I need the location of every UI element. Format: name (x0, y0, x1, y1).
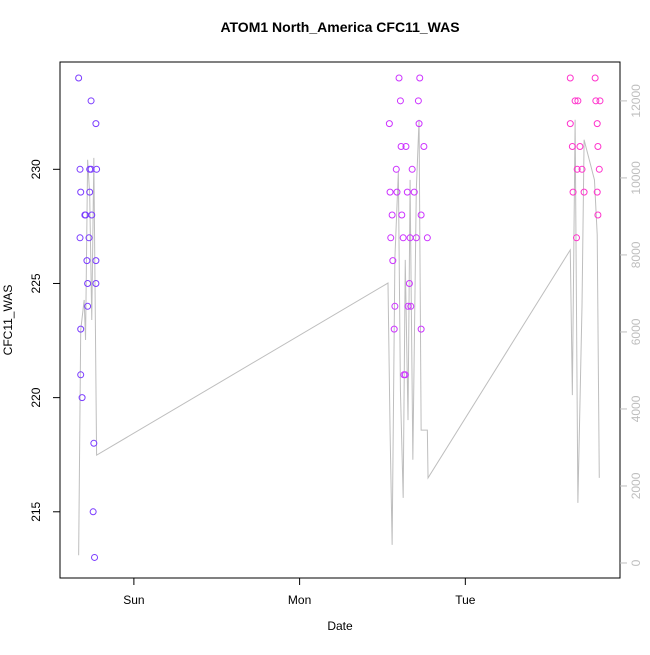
point (573, 165, 581, 173)
point (86, 165, 94, 173)
point (387, 234, 395, 242)
point (566, 120, 574, 128)
y-tick-label: 225 (29, 273, 43, 293)
point (423, 234, 431, 242)
point (594, 211, 602, 219)
point (595, 165, 603, 173)
point (77, 325, 85, 333)
point (593, 188, 601, 196)
altitude-line (78, 119, 600, 556)
point (397, 142, 405, 150)
point (410, 188, 418, 196)
point (92, 279, 100, 287)
point (83, 257, 91, 265)
point (86, 188, 94, 196)
point (574, 97, 582, 105)
point (566, 74, 574, 82)
point (596, 97, 604, 105)
point (78, 394, 86, 402)
y-tick-label: 215 (29, 501, 43, 521)
point (76, 165, 84, 173)
point (571, 97, 579, 105)
point (85, 234, 93, 242)
point (91, 553, 99, 561)
point (82, 211, 90, 219)
point (402, 142, 410, 150)
point (396, 97, 404, 105)
y2-tick-label: 2000 (629, 472, 643, 499)
point (405, 279, 413, 287)
x-tick-label: Tue (455, 593, 476, 607)
x-axis-label: Date (327, 619, 353, 633)
point (578, 165, 586, 173)
y2-tick-label: 10000 (629, 161, 643, 195)
point (84, 279, 92, 287)
point (593, 120, 601, 128)
y-axis-label: CFC11_WAS (1, 285, 15, 356)
point (395, 74, 403, 82)
point (385, 120, 393, 128)
point (408, 165, 416, 173)
point (75, 74, 83, 82)
point (416, 74, 424, 82)
point (77, 188, 85, 196)
point (403, 188, 411, 196)
point (398, 211, 406, 219)
y2-tick-label: 6000 (629, 318, 643, 345)
point (417, 211, 425, 219)
point (93, 165, 101, 173)
y2-tick-label: 12000 (629, 84, 643, 118)
y2-tick-label: 4000 (629, 395, 643, 422)
point (576, 142, 584, 150)
point (399, 234, 407, 242)
point (390, 325, 398, 333)
point (594, 142, 602, 150)
point (407, 302, 415, 310)
point (386, 188, 394, 196)
point (572, 234, 580, 242)
point (592, 97, 600, 105)
point (388, 211, 396, 219)
point (580, 188, 588, 196)
point (77, 371, 85, 379)
point (412, 234, 420, 242)
point (92, 120, 100, 128)
x-tick-label: Mon (288, 593, 311, 607)
y-tick-label: 220 (29, 387, 43, 407)
point (393, 188, 401, 196)
plot-frame (59, 61, 621, 579)
point (89, 508, 97, 516)
point (420, 142, 428, 150)
point (401, 371, 409, 379)
y-tick-label: 230 (29, 159, 43, 179)
point (392, 165, 400, 173)
x-tick-label: Sun (123, 593, 144, 607)
point (92, 257, 100, 265)
point (84, 302, 92, 310)
point (569, 188, 577, 196)
y2-tick-label: 8000 (629, 241, 643, 268)
point (415, 120, 423, 128)
point (90, 439, 98, 447)
point (76, 234, 84, 242)
chart-title: ATOM1 North_America CFC11_WAS (220, 19, 459, 35)
y2-tick-label: 0 (629, 559, 643, 566)
point (404, 302, 412, 310)
point (389, 257, 397, 265)
point (417, 325, 425, 333)
point (414, 97, 422, 105)
point (568, 142, 576, 150)
point (391, 302, 399, 310)
point (87, 97, 95, 105)
point (591, 74, 599, 82)
